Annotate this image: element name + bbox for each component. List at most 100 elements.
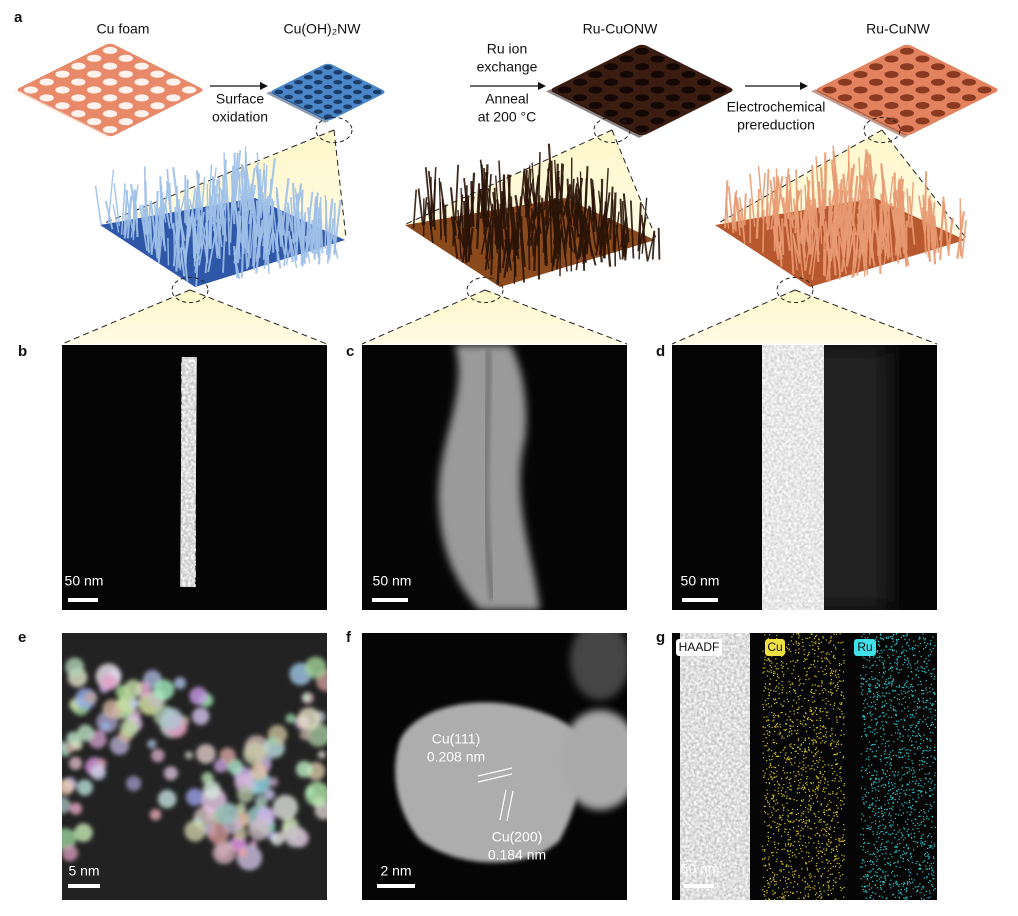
foam-hole [572, 94, 588, 102]
stage-name: Ru-CuNW [866, 21, 931, 37]
nanowire [196, 174, 200, 221]
artwork [12, 43, 998, 900]
cu-dot [824, 782, 826, 784]
cu-dot [767, 793, 769, 795]
nanowire [749, 173, 756, 227]
cu-dot [820, 751, 823, 753]
cu-dot [825, 665, 828, 667]
ru-dot [892, 832, 894, 834]
ru-dot [933, 862, 935, 864]
cu-dot [783, 737, 785, 739]
foam-hole [603, 109, 619, 117]
ru-dot [900, 856, 902, 859]
nanowire [120, 183, 126, 235]
ru-dot [890, 700, 893, 702]
ru-dot [870, 804, 872, 806]
cu-dot [839, 886, 842, 889]
cu-dot [791, 851, 793, 854]
cu-dot [809, 718, 811, 721]
cu-dot [808, 790, 811, 792]
foam-hole [588, 101, 603, 110]
ru-dot [923, 692, 925, 695]
cu-dot [790, 762, 792, 764]
cu-dot [771, 766, 773, 768]
foam-hole [313, 70, 323, 75]
ru-dot [900, 814, 902, 816]
cu-dot [790, 660, 792, 663]
ru-dot [925, 803, 927, 806]
ru-dot [892, 689, 894, 691]
ru-dot [884, 795, 886, 798]
ru-dot [888, 740, 890, 742]
particle [90, 764, 106, 781]
foam-hole [915, 70, 930, 79]
ru-dot [887, 636, 889, 638]
ru-dot [860, 686, 862, 688]
ru-dot [860, 678, 863, 680]
ru-dot [907, 706, 909, 708]
foam-hole [303, 94, 313, 100]
cu-dot [783, 772, 786, 774]
ru-dot [889, 662, 891, 665]
ru-dot [915, 674, 917, 676]
particle [212, 841, 236, 865]
cu-dot [808, 852, 810, 854]
ru-dot [906, 634, 908, 636]
ru-dot [889, 798, 891, 800]
ru-dot [869, 828, 871, 831]
cu-dot [820, 821, 822, 823]
ru-dot [917, 784, 919, 786]
ru-dot [931, 845, 933, 847]
cu-dot [772, 755, 774, 757]
cu-dot [819, 759, 821, 761]
cu-dot [779, 731, 781, 733]
cu-dot [777, 790, 779, 792]
ru-dot [907, 675, 909, 677]
nanowire [823, 248, 827, 277]
ru-dot [874, 893, 876, 895]
nanowire [533, 233, 537, 272]
cu-dot [834, 657, 836, 660]
ru-dot [903, 747, 905, 749]
cu-dot [811, 641, 813, 643]
nanowire [439, 201, 442, 240]
ru-dot [907, 658, 909, 660]
nanowire [774, 232, 783, 260]
step: Surface [216, 91, 264, 107]
ru-dot [907, 783, 909, 785]
foam-hole [55, 86, 70, 94]
foam-hole [853, 101, 868, 110]
cu-dot [819, 711, 821, 713]
cu-dot [823, 735, 825, 738]
ru-dot [866, 680, 868, 682]
cu-dot [804, 791, 807, 794]
cu-dot [774, 784, 776, 786]
cu-dot [768, 634, 771, 636]
ru-dot [868, 655, 871, 658]
ru-dot [886, 740, 888, 742]
cu-dot [831, 727, 833, 729]
foam-hole [915, 86, 930, 94]
ru-dot [871, 719, 873, 721]
ru-dot [887, 677, 890, 680]
cu-dot [762, 740, 764, 743]
foam-hole [333, 70, 343, 75]
ru-dot [906, 883, 908, 885]
foam-hole [899, 94, 915, 102]
cu-dot [835, 855, 837, 857]
ru-dot [920, 842, 922, 844]
ru-dot [903, 882, 905, 884]
cu-dot [843, 662, 845, 664]
cu-dot [795, 856, 797, 858]
ru-dot [913, 731, 915, 733]
cu-dot [787, 786, 789, 789]
nanowire [760, 172, 766, 218]
ru-dot [928, 856, 930, 858]
cu-dot [838, 780, 840, 782]
cu-dot [811, 857, 813, 859]
foam-hole [634, 47, 650, 55]
ru-dot [864, 718, 866, 720]
ru-dot [919, 719, 921, 721]
cu-dot [843, 784, 845, 787]
cu-dot [814, 739, 816, 741]
